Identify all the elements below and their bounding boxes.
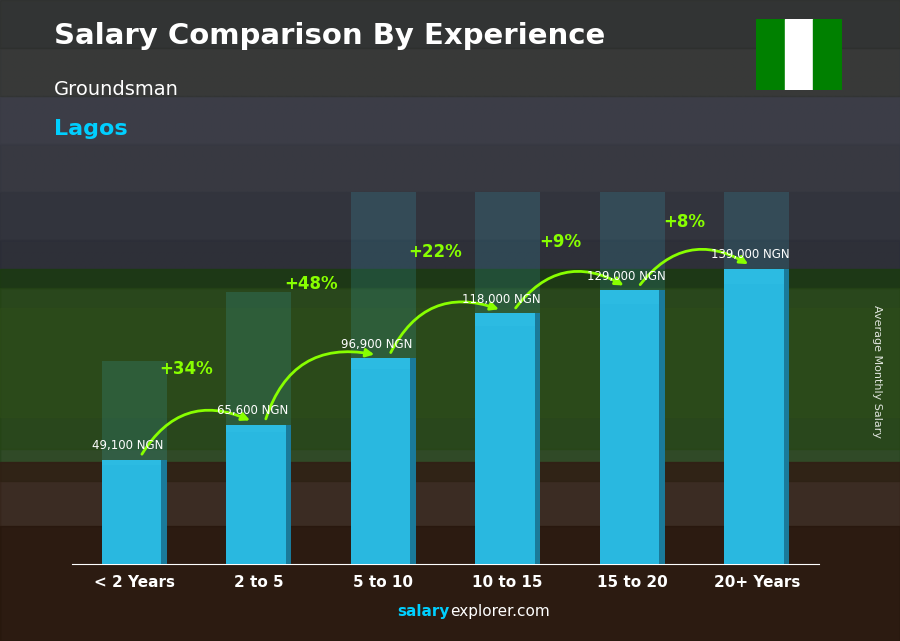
Text: explorer.com: explorer.com xyxy=(450,604,550,619)
Bar xyxy=(475,313,540,564)
Bar xyxy=(0,96,900,144)
Bar xyxy=(161,460,166,564)
Bar xyxy=(0,144,900,192)
Bar xyxy=(351,358,416,564)
Bar xyxy=(0,462,900,641)
Text: Salary Comparison By Experience: Salary Comparison By Experience xyxy=(54,22,605,51)
Bar xyxy=(351,163,416,369)
Bar xyxy=(724,269,789,564)
Bar xyxy=(600,290,664,564)
Text: Groundsman: Groundsman xyxy=(54,80,179,99)
Bar xyxy=(0,308,900,417)
Text: +22%: +22% xyxy=(409,243,463,261)
Text: 118,000 NGN: 118,000 NGN xyxy=(463,293,541,306)
Text: +8%: +8% xyxy=(663,213,706,231)
Text: 49,100 NGN: 49,100 NGN xyxy=(93,439,164,453)
Text: Lagos: Lagos xyxy=(54,119,128,138)
Bar xyxy=(0,269,900,481)
Bar xyxy=(0,288,900,449)
Text: +48%: +48% xyxy=(284,275,338,293)
Bar xyxy=(756,19,785,90)
Bar xyxy=(0,0,900,48)
Bar xyxy=(784,269,789,564)
Text: +34%: +34% xyxy=(159,360,213,378)
Text: 65,600 NGN: 65,600 NGN xyxy=(217,404,288,417)
Bar xyxy=(286,425,291,564)
Bar xyxy=(102,460,166,564)
Bar xyxy=(0,240,900,288)
Bar xyxy=(813,19,842,90)
Bar xyxy=(724,0,789,283)
Bar xyxy=(535,313,540,564)
Text: salary: salary xyxy=(398,604,450,619)
Bar xyxy=(0,192,900,240)
Bar xyxy=(410,358,416,564)
Bar xyxy=(102,361,166,465)
Text: 129,000 NGN: 129,000 NGN xyxy=(587,270,665,283)
Text: Average Monthly Salary: Average Monthly Salary xyxy=(872,305,883,438)
Bar xyxy=(475,75,540,326)
Bar xyxy=(227,425,291,564)
Bar xyxy=(785,19,813,90)
Bar xyxy=(227,292,291,431)
Text: 139,000 NGN: 139,000 NGN xyxy=(711,248,790,262)
Text: +9%: +9% xyxy=(539,233,581,251)
Bar xyxy=(0,526,900,641)
Bar xyxy=(600,29,664,304)
Bar xyxy=(660,290,664,564)
Text: 96,900 NGN: 96,900 NGN xyxy=(341,338,413,351)
Bar xyxy=(0,48,900,96)
